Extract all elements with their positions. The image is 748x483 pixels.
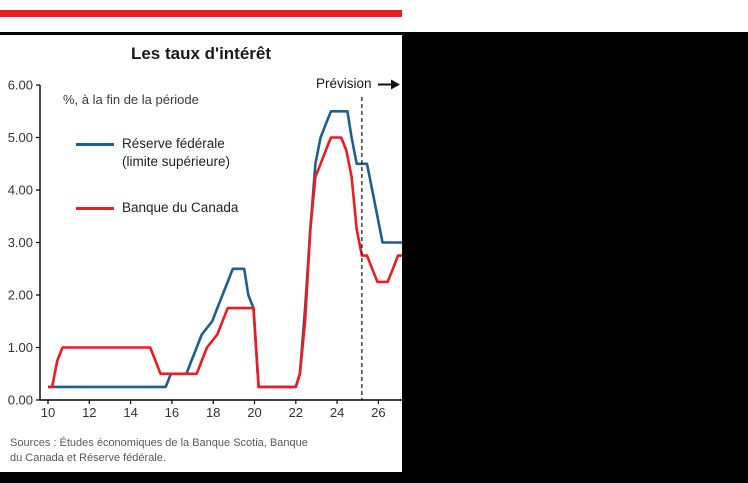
- x-axis-tick-label: 18: [206, 405, 220, 420]
- brand-red-bar: [0, 10, 402, 17]
- legend-item-fed: Réserve fédérale (limite supérieure): [76, 135, 230, 171]
- unit-annotation: %, à la fin de la période: [63, 92, 199, 107]
- fed-line-swatch: [76, 143, 114, 146]
- y-axis-tick-label: 0.00: [8, 393, 33, 408]
- chart-title: Les taux d'intérêt: [130, 44, 272, 63]
- sources-line2: du Canada et Réserve fédérale.: [10, 452, 166, 464]
- x-axis-tick-label: 16: [165, 405, 179, 420]
- y-axis-tick-label: 6.00: [8, 78, 33, 93]
- chart-card: 0.00 1.00 2.00 3.00 4.00 5.00 6.00 10 12 14 16 18 20…: [0, 35, 402, 472]
- forecast-arrow-icon: [391, 79, 400, 90]
- x-axis-tick-label: 10: [41, 405, 55, 420]
- sources-note: Sources : Études économiques de la Banqu…: [10, 436, 308, 466]
- legend-fed-label: Réserve fédérale (limite supérieure): [122, 135, 230, 171]
- legend-boc-label-line1: Banque du Canada: [122, 200, 239, 215]
- x-axis-tick-label: 20: [247, 405, 261, 420]
- legend-fed-label-line2: (limite supérieure): [122, 154, 231, 169]
- x-axis-tick-label: 24: [330, 405, 344, 420]
- forecast-label: Prévision: [316, 76, 372, 91]
- rate-chart-svg: 0.00 1.00 2.00 3.00 4.00 5.00 6.00 10 12 14 16 18 20…: [8, 78, 402, 420]
- x-axis-tick-label: 12: [82, 405, 96, 420]
- y-axis-tick-label: 1.00: [8, 340, 33, 355]
- legend-fed-label-line1: Réserve fédérale: [122, 136, 225, 151]
- x-axis-tick-label: 26: [371, 405, 385, 420]
- y-axis-tick-label: 2.00: [8, 288, 33, 303]
- boc-line-swatch: [76, 207, 114, 210]
- x-axis-tick-label: 14: [123, 405, 137, 420]
- y-axis-tick-label: 3.00: [8, 235, 33, 250]
- boc-rate-line: [48, 136, 402, 389]
- legend-boc-label: Banque du Canada: [122, 199, 238, 217]
- y-axis-tick-label: 4.00: [8, 183, 33, 198]
- legend-item-boc: Banque du Canada: [76, 199, 238, 217]
- sources-line1: Sources : Études économiques de la Banqu…: [10, 437, 308, 449]
- x-axis-tick-label: 22: [289, 405, 303, 420]
- y-axis-tick-label: 5.00: [8, 130, 33, 145]
